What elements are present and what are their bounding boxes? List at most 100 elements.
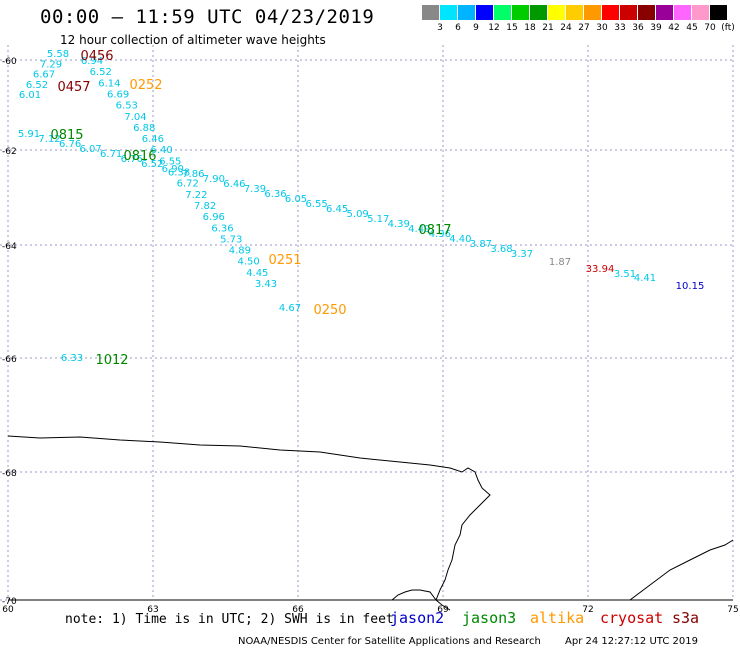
wave-height-value: 5.91 [18,129,40,140]
wave-height-value: 6.88 [133,123,155,134]
wave-height-value: 4.50 [237,257,259,268]
legend-swatch [476,5,494,20]
footer-note: note: 1) Time is in UTC; 2) SWH is in fe… [65,612,394,627]
legend-swatch [692,5,710,20]
legend-swatch [602,5,620,20]
satellite-legend-cryosat: cryosat [600,609,664,627]
wave-height-value: 5.58 [47,49,69,60]
wave-height-value: 7.04 [124,112,146,123]
legend-label: 30 [596,23,608,33]
map-subtitle: 12 hour collection of altimeter wave hei… [60,33,326,47]
color-scale-legend: 3 6 9 12 15 18 21 24 27 30 33 36 39 42 45 70 (ft) [422,5,735,35]
longitude-label: 69 [437,605,449,615]
pass-time-label: 0456 [80,49,113,64]
coastline-path [7,435,491,601]
wave-height-value: 6.07 [79,144,101,155]
pass-time-labels: 0456 0457 0252 0815 0816 0817 0251 0250 1012 [50,49,451,368]
wave-height-value: 5.09 [347,209,369,220]
wave-height-value: 6.55 [159,156,181,167]
wave-height-value: 6.53 [116,101,138,112]
wave-height-value: 6.94 [81,56,103,67]
wave-height-value: 6.36 [211,223,233,234]
legend-swatch [584,5,602,20]
legend-swatch [656,5,674,20]
wave-height-value: 6.55 [305,199,327,210]
credit-line: NOAA/NESDIS Center for Satellite Applica… [238,636,541,647]
wave-height-value: 6.76 [121,154,143,165]
wave-height-value: 6.46 [142,134,164,145]
wave-height-value: 6.52 [26,80,48,91]
wave-height-observations: 5.587.296.676.526.016.946.526.146.696.53… [18,49,704,364]
legend-label: 70 [704,23,716,33]
wave-height-value: 6.67 [33,70,55,81]
legend-label: 12 [488,23,500,33]
wave-height-value: 3.37 [511,249,533,260]
satellite-legend-s3a: s3a [672,609,700,627]
wave-height-value: 6.33 [61,353,83,364]
wave-height-value: 6.01 [19,90,41,101]
legend-label: 39 [650,23,662,33]
legend-label: 9 [473,23,479,33]
pass-time-label: 0457 [57,80,90,95]
wave-height-value: 6.38 [168,168,190,179]
wave-height-value: 4.39 [388,219,410,230]
wave-height-value: 7.86 [182,169,204,180]
latitude-label: -60 [2,57,17,67]
pass-time-label: 0816 [123,149,156,164]
legend-swatch [530,5,548,20]
legend-swatch [458,5,476,20]
lat-lon-grid [0,45,734,601]
legend-swatch [422,5,440,20]
legend-label: 18 [524,23,536,33]
coastline-path-east [629,539,734,601]
wave-height-value: 33.94 [586,264,615,275]
pass-time-label: 0251 [268,253,301,268]
wave-height-value: 1.87 [549,257,571,268]
wave-height-value: 6.36 [264,189,286,200]
wave-height-value: 4.40 [449,234,471,245]
wave-height-value: 4.49 [408,224,430,235]
legend-swatch [512,5,530,20]
legend-label: 45 [686,23,698,33]
longitude-label: 63 [147,605,158,615]
wave-height-value: 6.76 [59,139,81,150]
wave-height-value: 4.96 [429,229,451,240]
pass-time-label: 0250 [313,303,346,318]
legend-label: 42 [668,23,680,33]
pass-time-label: 1012 [95,353,128,368]
legend-swatch [674,5,692,20]
longitude-label: 60 [2,605,14,615]
legend-swatch [620,5,638,20]
wave-height-value: 7.29 [40,59,62,70]
latitude-label: -70 [2,597,17,607]
longitude-label: 72 [582,605,593,615]
legend-label: 36 [632,23,644,33]
wave-height-value: 6.14 [98,78,120,89]
wave-height-value: 4.45 [246,268,268,279]
wave-height-value: 7.82 [194,201,216,212]
legend-swatch [440,5,458,20]
wave-height-value: 5.73 [220,234,242,245]
wave-height-value: 6.69 [107,89,129,100]
wave-height-value: 3.43 [255,279,277,290]
latitude-label: -64 [2,242,17,252]
wave-height-value: 6.46 [223,179,245,190]
wave-height-value: 6.72 [177,179,199,190]
generation-timestamp: Apr 24 12:27:12 UTC 2019 [565,636,698,647]
wave-height-value: 10.15 [676,281,705,292]
wave-height-value: 6.52 [141,159,163,170]
legend-swatch [548,5,566,20]
longitude-label: 75 [727,605,738,615]
legend-label: 27 [578,23,590,33]
legend-label: 3 [437,23,443,33]
wave-height-value: 6.45 [326,204,348,215]
wave-height-value: 6.71 [100,149,122,160]
latitude-label: -62 [2,147,17,157]
pass-time-label: 0252 [129,78,162,93]
legend-label: 21 [542,23,554,33]
wave-height-value: 5.17 [367,214,389,225]
legend-label: 33 [614,23,626,33]
wave-height-value: 6.96 [203,212,225,223]
